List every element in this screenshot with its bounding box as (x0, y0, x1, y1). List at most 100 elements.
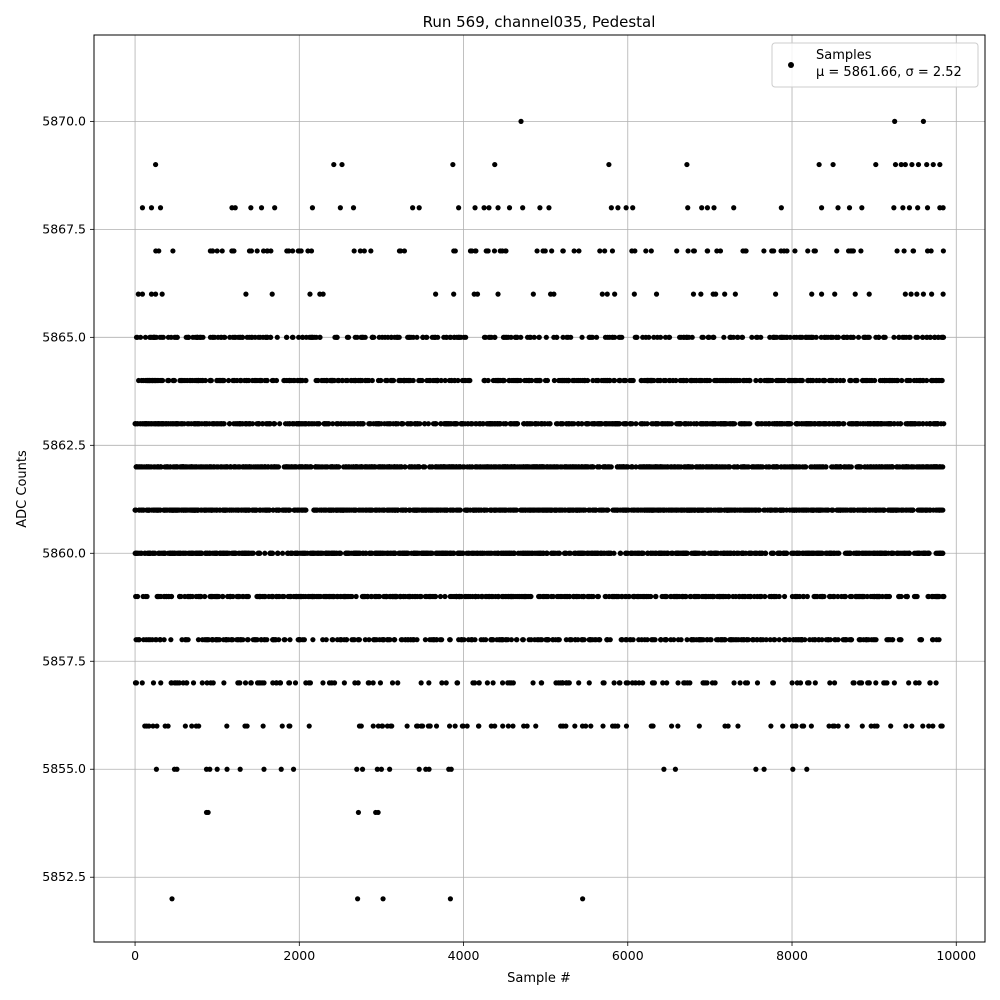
sample-point (537, 377, 543, 384)
sample-point (147, 637, 153, 643)
sample-point (456, 205, 462, 211)
sample-point (383, 593, 390, 600)
sample-point (726, 593, 732, 600)
sample-point (699, 205, 705, 211)
sample-point (909, 161, 915, 168)
sample-point (853, 377, 860, 384)
sample-point (556, 550, 563, 556)
sample-point (618, 550, 624, 556)
sample-point (771, 637, 777, 643)
sample-point (407, 507, 413, 513)
sample-point (589, 464, 595, 470)
sample-point (420, 464, 427, 470)
sample-point (242, 723, 248, 729)
sample-point (198, 464, 204, 470)
sample-point (708, 637, 714, 643)
sample-point (454, 680, 461, 686)
sample-point (675, 723, 681, 729)
sample-point (323, 550, 329, 556)
sample-point (185, 464, 191, 470)
sample-point (290, 766, 297, 772)
sample-point (277, 680, 283, 686)
sample-point (767, 637, 773, 643)
sample-point (704, 205, 711, 211)
sample-point (671, 593, 677, 600)
sample-point (579, 593, 585, 600)
sample-point (612, 291, 618, 297)
sample-point (220, 507, 226, 513)
sample-point (572, 723, 578, 729)
sample-point (213, 507, 219, 513)
sample-point (663, 593, 669, 600)
sample-point (534, 637, 540, 643)
sample-point (271, 421, 277, 427)
sample-point (210, 637, 216, 643)
sample-point (227, 593, 233, 600)
sample-point (144, 507, 150, 513)
sample-point (804, 593, 810, 600)
sample-point (387, 421, 393, 427)
sample-point (664, 680, 670, 686)
sample-point (818, 205, 825, 211)
sample-point (279, 723, 285, 729)
sample-point (189, 464, 195, 470)
sample-point (679, 507, 685, 513)
sample-point (636, 680, 642, 686)
sample-point (694, 421, 700, 427)
sample-point (157, 205, 164, 211)
sample-point (906, 205, 913, 211)
sample-point (794, 680, 800, 686)
sample-point (450, 161, 456, 168)
sample-point (531, 507, 537, 513)
sample-point (783, 464, 789, 470)
sample-point (559, 507, 565, 513)
sample-point (209, 507, 215, 513)
sample-point (366, 550, 373, 556)
sample-point (515, 550, 521, 556)
sample-point (380, 550, 387, 556)
sample-point (889, 464, 895, 470)
sample-point (720, 421, 727, 427)
sample-point (249, 421, 256, 427)
sample-point (552, 637, 559, 643)
sample-point (761, 766, 767, 772)
sample-point (207, 766, 213, 772)
sample-point (495, 205, 501, 211)
sample-point (391, 637, 397, 643)
sample-point (179, 637, 185, 643)
sample-point (169, 896, 175, 902)
sample-point (228, 637, 234, 643)
sample-point (925, 464, 931, 470)
sample-point (753, 766, 759, 772)
sample-point (447, 593, 453, 600)
sample-point (823, 464, 829, 470)
sample-point (735, 723, 741, 729)
sample-point (292, 550, 298, 556)
sample-point (517, 593, 523, 600)
sample-point (644, 421, 650, 427)
sample-point (846, 637, 853, 643)
sample-point (567, 464, 574, 470)
sample-point (404, 723, 410, 729)
sample-point (140, 593, 146, 600)
sample-point (710, 421, 716, 427)
sample-point (697, 464, 703, 470)
sample-point (448, 766, 454, 772)
sample-point (242, 550, 249, 556)
sample-point (633, 421, 639, 427)
sample-point (682, 680, 688, 686)
sample-point (239, 593, 246, 600)
sample-point (693, 377, 699, 384)
sample-point (248, 205, 254, 211)
sample-point (642, 507, 648, 513)
sample-point (908, 291, 914, 297)
sample-point (744, 507, 750, 513)
sample-point (329, 680, 335, 686)
sample-point (543, 637, 549, 643)
sample-point (600, 723, 606, 729)
sample-point (398, 637, 404, 643)
sample-point (133, 680, 140, 686)
sample-point (810, 637, 816, 643)
sample-point (407, 464, 413, 470)
